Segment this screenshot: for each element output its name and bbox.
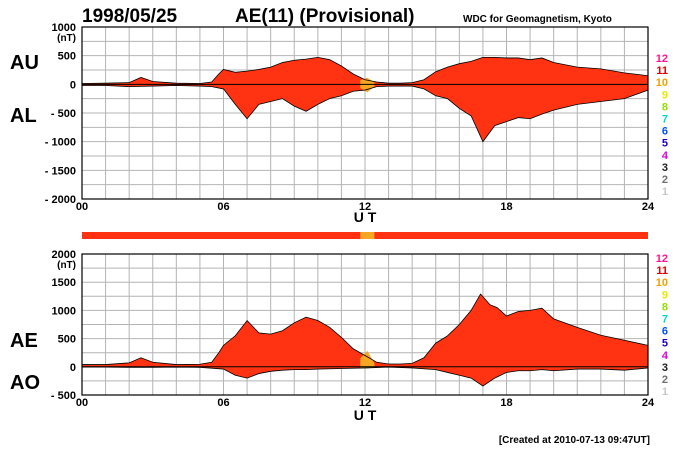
- y-tick-label: 0: [70, 362, 76, 374]
- provisional-segment-area: [360, 350, 375, 369]
- x-tick-label: 18: [500, 397, 512, 409]
- station-count-label: 12: [656, 53, 668, 65]
- y-tick-label: - 500: [51, 390, 76, 402]
- y-unit-label: (nT): [57, 33, 76, 44]
- plot-date: 1998/05/25: [82, 6, 178, 27]
- y-tick-label: 0: [70, 79, 76, 91]
- series-upper-line: [82, 293, 649, 365]
- station-count-label: 2: [662, 374, 668, 386]
- y-tick-label: - 1500: [45, 165, 76, 177]
- station-count-label: 1: [662, 186, 668, 198]
- series-lower-line: [82, 366, 649, 387]
- x-tick-label: 24: [642, 201, 655, 213]
- station-count-label: 7: [662, 114, 668, 126]
- station-count-label: 7: [662, 314, 668, 326]
- coverage-bar-provisional: [360, 232, 375, 239]
- station-count-label: 6: [662, 326, 668, 338]
- station-count-label: 9: [662, 289, 668, 301]
- station-count-label: 9: [662, 89, 668, 101]
- x-axis-label: U T: [354, 407, 377, 423]
- activity-envelope-area: [82, 57, 648, 142]
- station-count-label: 10: [656, 277, 668, 289]
- created-timestamp: [Created at 2010-07-13 09:47UT]: [499, 435, 650, 446]
- plot-frame: [81, 253, 649, 396]
- station-count-label: 8: [662, 101, 668, 113]
- x-tick-label: 12: [359, 397, 371, 409]
- station-count-label: 6: [662, 126, 668, 138]
- y-tick-label: 2000: [52, 249, 76, 261]
- y-tick-label: - 1000: [45, 137, 76, 149]
- station-count-label: 4: [662, 350, 669, 362]
- x-tick-label: 00: [76, 201, 88, 213]
- upper-index-label: AE: [10, 330, 38, 352]
- au-al-panel: 1000 500 0 - 500 - 1000 - 1500 - 2000 (nT) 00 06 1…: [10, 22, 655, 225]
- x-tick-label: 06: [217, 397, 229, 409]
- series-upper-line: [81, 56, 649, 84]
- station-count-label: 5: [662, 138, 668, 150]
- y-unit-label: (nT): [57, 260, 76, 271]
- plot-title: AE(11) (Provisional): [235, 6, 415, 27]
- station-count-label: 10: [656, 77, 668, 89]
- x-tick-label: 24: [642, 397, 655, 409]
- data-source: WDC for Geomagnetism, Kyoto: [463, 14, 612, 25]
- x-tick-label: 00: [76, 397, 88, 409]
- x-axis-label: U T: [354, 209, 377, 225]
- station-count-label: 8: [662, 301, 668, 313]
- x-tick-label: 12: [359, 201, 371, 213]
- station-count-label: 4: [662, 150, 669, 162]
- plot-frame: [81, 26, 649, 200]
- x-tick-label: 18: [500, 201, 512, 213]
- station-count-label: 11: [656, 265, 668, 277]
- station-count-label: 5: [662, 338, 668, 350]
- upper-index-label: AU: [10, 52, 39, 74]
- y-tick-label: - 500: [51, 108, 76, 120]
- x-tick-label: 06: [217, 201, 229, 213]
- series-lower-line: [82, 85, 649, 143]
- y-tick-label: 1000: [52, 22, 76, 34]
- station-count-label: 12: [656, 253, 668, 265]
- y-tick-label: 500: [58, 334, 76, 346]
- y-tick-label: 1500: [52, 277, 76, 289]
- lower-index-label: AO: [10, 372, 40, 394]
- lower-index-label: AL: [10, 105, 37, 127]
- y-tick-label: 1000: [52, 305, 76, 317]
- y-tick-label: 500: [58, 51, 76, 63]
- station-count-label: 3: [662, 362, 668, 374]
- y-tick-label: - 2000: [45, 194, 76, 206]
- ae-ao-panel: 2000 1500 1000 500 0 - 500 (nT) 00 06 12 18 24 U T AE…: [10, 249, 655, 423]
- station-coverage-bar: [82, 232, 648, 239]
- activity-envelope-area: [82, 294, 648, 386]
- station-count-label: 11: [656, 65, 668, 77]
- station-count-label: 3: [662, 162, 668, 174]
- station-count-label: 2: [662, 174, 668, 186]
- station-count-label: 1: [662, 386, 668, 398]
